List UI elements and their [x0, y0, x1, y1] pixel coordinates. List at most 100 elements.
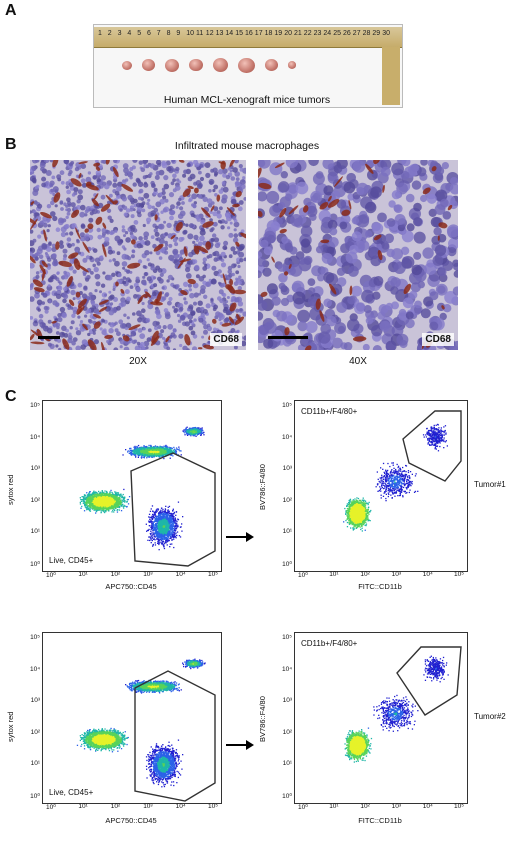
y-axis-label: sytox red [6, 712, 15, 742]
ruler-number: 4 [127, 30, 131, 37]
y-tick-label: 10⁴ [30, 434, 40, 441]
y-axis-label: BV786::F4/80 [258, 696, 267, 742]
x-axis-label: FITC::CD11b [294, 582, 466, 591]
tumor [287, 61, 297, 69]
ruler-number: 21 [294, 30, 302, 37]
gate-label: CD11b+/F4/80+ [301, 407, 357, 416]
y-axis-label: BV786::F4/80 [258, 464, 267, 510]
y-ticks: 10⁵ 10⁴ 10³ 10² 10¹ 10⁰ [24, 632, 42, 802]
ruler-number: 30 [382, 30, 390, 37]
ruler-number: 6 [147, 30, 151, 37]
x-tick-label: 10¹ [78, 571, 87, 578]
tumor-label: Tumor#1 [474, 480, 506, 489]
ruler-number: 11 [196, 30, 203, 37]
x-tick-label: 10³ [392, 803, 401, 810]
y-ticks: 10⁵ 10⁴ 10³ 10² 10¹ 10⁰ [276, 400, 294, 570]
flow-row-2: sytox red 10⁵ 10⁴ 10³ 10² 10¹ 10⁰ Live, CD45+… [0, 622, 520, 832]
scale-bar [38, 336, 60, 339]
y-tick-label: 10⁴ [282, 666, 292, 673]
ruler-number: 17 [255, 30, 263, 37]
y-tick-label: 10⁵ [282, 402, 292, 409]
flow-plot-live-cd45: Live, CD45+ [42, 632, 222, 804]
x-axis-label: APC750::CD45 [42, 582, 220, 591]
y-tick-label: 10⁴ [282, 434, 292, 441]
ruler-number: 20 [284, 30, 292, 37]
gate-label: Live, CD45+ [49, 788, 93, 797]
density-scatter [343, 410, 462, 532]
tumor [122, 60, 132, 70]
arrow-head-icon [246, 532, 254, 542]
x-tick-label: 10⁴ [176, 803, 186, 810]
y-tick-label: 10¹ [283, 760, 292, 767]
micrograph-20x: CD68 [30, 160, 246, 350]
panel-a-letter: A [5, 2, 17, 20]
gate-label: CD11b+/F4/80+ [301, 639, 357, 648]
x-tick-label: 10⁵ [208, 571, 218, 578]
ruler-number: 13 [216, 30, 224, 37]
x-axis-label: FITC::CD11b [294, 816, 466, 825]
ruler-number: 28 [363, 30, 371, 37]
ruler-number: 16 [245, 30, 253, 37]
ruler-number: 8 [167, 30, 171, 37]
gate-arrow [226, 744, 248, 746]
x-tick-label: 10⁰ [46, 571, 56, 579]
x-tick-label: 10² [360, 803, 369, 810]
tumor [141, 59, 156, 71]
magnification-40x: 40X [258, 356, 458, 367]
y-tick-label: 10³ [283, 697, 292, 704]
x-tick-label: 10¹ [78, 803, 87, 810]
x-tick-label: 10³ [143, 571, 152, 578]
x-ticks: 10⁰ 10¹ 10² 10³ 10⁴ 10⁵ [294, 803, 466, 813]
ruler-end [382, 47, 400, 105]
flow-plot-live-cd45: Live, CD45+ [42, 400, 222, 572]
y-tick-label: 10³ [31, 697, 40, 704]
tumor [238, 57, 255, 73]
micrograph-40x-image [258, 160, 458, 350]
x-tick-label: 10⁴ [423, 571, 433, 578]
tumor [212, 58, 228, 72]
density-scatter [79, 426, 216, 567]
ruler-number: 12 [206, 30, 214, 37]
tumor [264, 59, 278, 71]
y-tick-label: 10⁰ [30, 792, 40, 800]
y-tick-label: 10⁰ [282, 792, 292, 800]
x-tick-label: 10² [111, 571, 120, 578]
y-tick-label: 10¹ [31, 760, 40, 767]
x-tick-label: 10¹ [329, 803, 338, 810]
micrograph-20x-image [30, 160, 246, 350]
x-axis-label: APC750::CD45 [42, 816, 220, 825]
x-tick-label: 10⁵ [454, 803, 464, 810]
density-scatter [344, 646, 462, 763]
tumor [165, 58, 180, 72]
y-tick-label: 10⁰ [30, 560, 40, 568]
x-tick-label: 10³ [392, 571, 401, 578]
ruler-number: 5 [137, 30, 141, 37]
ruler: 1 2 3 4 5 6 7 8 9 10 11 12 13 14 15 16 17 18 19 20 21 22 23 24 2… [94, 27, 402, 48]
ruler-number: 2 [108, 30, 112, 37]
ruler-number: 23 [314, 30, 322, 37]
x-tick-label: 10⁵ [208, 803, 218, 810]
y-tick-label: 10² [283, 497, 292, 504]
stain-label-20x: CD68 [210, 333, 242, 346]
ruler-number: 19 [274, 30, 282, 37]
gate-label: Live, CD45+ [49, 556, 93, 565]
y-tick-label: 10³ [283, 465, 292, 472]
x-tick-label: 10⁵ [454, 571, 464, 578]
ruler-number: 1 [98, 30, 102, 37]
ruler-number: 18 [265, 30, 273, 37]
y-tick-label: 10⁵ [282, 634, 292, 641]
panel-c-letter: C [5, 388, 17, 406]
ruler-number: 7 [157, 30, 161, 37]
ruler-number: 27 [353, 30, 361, 37]
flow-row-1: sytox red 10⁵ 10⁴ 10³ 10² 10¹ 10⁰ Live, CD45+… [0, 390, 520, 591]
y-tick-label: 10⁰ [282, 560, 292, 568]
x-tick-label: 10⁰ [46, 803, 56, 811]
arrow-head-icon [246, 740, 254, 750]
y-tick-label: 10² [31, 729, 40, 736]
x-tick-label: 10¹ [329, 571, 338, 578]
magnification-20x: 20X [30, 356, 246, 367]
x-tick-label: 10⁴ [176, 571, 186, 578]
micrograph-40x: CD68 [258, 160, 458, 350]
scale-bar [268, 336, 308, 339]
tumor-row [94, 47, 384, 107]
